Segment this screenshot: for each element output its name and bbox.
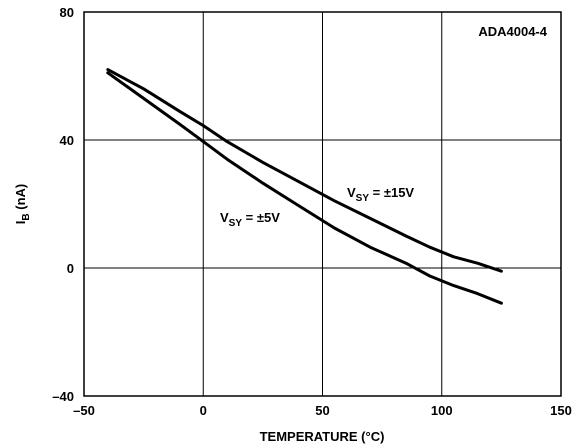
y-tick-label: 80 — [60, 5, 74, 20]
annotation-vsy-15v-sub: SY — [356, 193, 370, 204]
x-tick-label: 0 — [200, 403, 207, 418]
y-tick-label: 40 — [60, 133, 74, 148]
y-tick-label: –40 — [52, 389, 74, 404]
annotation-vsy-5v-sub: SY — [229, 218, 243, 229]
annotation-vsy-15v-rest: = ±15V — [369, 185, 414, 200]
x-tick-label: –50 — [73, 403, 95, 418]
x-tick-label: 100 — [431, 403, 453, 418]
annotation-vsy-5v-main: V — [220, 210, 229, 225]
y-axis-title: IB (nA) — [13, 184, 32, 224]
series-line-vsy-15v — [106, 68, 503, 273]
x-tick-label: 50 — [315, 403, 329, 418]
annotation-vsy-15v: VSY = ±15V — [347, 185, 414, 204]
annotation-vsy-15v-main: V — [347, 185, 356, 200]
x-axis-title: TEMPERATURE (°C) — [260, 429, 385, 444]
y-axis-title-main: I — [13, 221, 28, 225]
annotation-vsy-5v-rest: = ±5V — [242, 210, 280, 225]
grid — [84, 12, 561, 396]
chart-id-label-text: ADA4004-4 — [478, 24, 547, 39]
y-tick-label: 0 — [67, 261, 74, 276]
tick-labels: –50 0 50 100 150 –40 0 40 80 — [52, 5, 572, 418]
x-tick-label: 150 — [550, 403, 572, 418]
series-lines — [106, 68, 503, 305]
plot-frame — [83, 11, 562, 397]
chart-id-label: ADA4004-4 — [478, 24, 547, 39]
y-axis-title-rest: (nA) — [13, 184, 28, 214]
y-axis-title-sub: B — [21, 213, 32, 220]
annotation-vsy-5v: VSY = ±5V — [220, 210, 280, 229]
series-line-vsy-5v — [106, 71, 503, 305]
